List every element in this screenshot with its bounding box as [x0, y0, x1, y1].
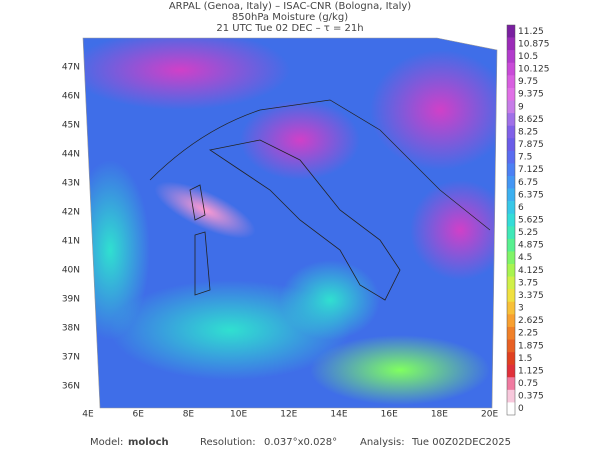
colorbar-swatch — [507, 352, 515, 365]
colorbar-label: 10.5 — [518, 52, 538, 62]
footer-label: Analysis: — [360, 437, 405, 448]
lat-label: 39N — [62, 295, 80, 305]
map-border — [82, 37, 498, 409]
colorbar-swatch — [507, 389, 515, 403]
lat-label: 36N — [62, 382, 80, 392]
colorbar-border — [506, 24, 516, 416]
colorbar-label: 5.625 — [518, 216, 544, 226]
colorbar-swatch — [507, 326, 515, 340]
colorbar-swatch — [507, 87, 515, 101]
colorbar-label: 0.375 — [518, 392, 544, 402]
colorbar-label: 6.75 — [518, 178, 538, 188]
colorbar-swatch — [507, 213, 515, 227]
colorbar-swatch — [507, 364, 515, 378]
colorbar-label: 2.25 — [518, 329, 538, 339]
colorbar-label: 8.25 — [518, 127, 538, 137]
colorbar-label: 3.75 — [518, 278, 538, 288]
footer-value: Tue 00Z02DEC2025 — [411, 437, 511, 448]
colorbar-swatch — [507, 289, 515, 303]
lat-label: 38N — [62, 324, 80, 334]
lon-label: 14E — [330, 410, 347, 420]
footer-value: 0.037°x0.028° — [264, 437, 337, 448]
lon-label: 20E — [481, 410, 498, 420]
colorbar-label: 0 — [518, 404, 524, 414]
colorbar-label: 3.375 — [518, 291, 544, 301]
colorbar-label: 7.125 — [518, 165, 544, 175]
colorbar-label: 10.875 — [518, 39, 550, 49]
colorbar-swatch — [507, 402, 515, 416]
colorbar-swatch — [507, 226, 515, 240]
colorbar-swatch — [507, 100, 515, 114]
lon-label: 18E — [431, 410, 448, 420]
colorbar-label: 7.875 — [518, 140, 544, 150]
colorbar-swatch — [507, 138, 515, 152]
colorbar-swatch — [507, 264, 515, 277]
colorbar-swatch — [507, 339, 515, 353]
colorbar-label: 2.625 — [518, 316, 544, 326]
colorbar-swatch — [507, 37, 515, 51]
header-line: ARPAL (Genoa, Italy) – ISAC-CNR (Bologna… — [169, 1, 411, 12]
colorbar-label: 9.375 — [518, 90, 544, 100]
lon-label: 16E — [381, 410, 398, 420]
colorbar-swatch — [507, 125, 515, 139]
colorbar-swatch — [507, 276, 515, 290]
lat-label: 37N — [62, 353, 80, 363]
lat-label: 45N — [62, 121, 80, 131]
colorbar-swatch — [507, 50, 515, 64]
colorbar-label: 4.875 — [518, 241, 544, 251]
lon-label: 4E — [82, 410, 94, 420]
colorbar-label: 8.625 — [518, 115, 544, 125]
colorbar-label: 5.25 — [518, 228, 538, 238]
footer-label: Model: — [90, 437, 123, 448]
lat-label: 40N — [62, 266, 80, 276]
header-line: 21 UTC Tue 02 DEC – τ = 21h — [216, 23, 363, 34]
colorbar-label: 4.5 — [518, 253, 532, 263]
colorbar-swatch — [507, 201, 515, 215]
colorbar-label: 1.875 — [518, 341, 544, 351]
colorbar-swatch — [507, 62, 515, 76]
colorbar-swatch — [507, 163, 515, 177]
colorbar-swatch — [507, 238, 515, 252]
header-line: 850hPa Moisture (g/kg) — [232, 12, 348, 23]
lon-label: 8E — [183, 410, 195, 420]
footer-label: Resolution: — [200, 437, 256, 448]
labels: 47N 46N 45N 44N 43N 42N 41N 40N 39N 38N 37N 36N 4E 6E… — [62, 24, 550, 420]
colorbar-swatch — [507, 25, 515, 38]
colorbar-swatch — [507, 175, 515, 189]
colorbar-label: 1.125 — [518, 366, 544, 376]
colorbar-label: 3 — [518, 304, 524, 314]
colorbar-swatch — [507, 113, 515, 126]
colorbar-label: 9 — [518, 102, 524, 112]
colorbar-swatch — [507, 251, 515, 265]
colorbar-label: 4.125 — [518, 266, 544, 276]
colorbar-label: 6.375 — [518, 190, 544, 200]
colorbar-swatch — [507, 314, 515, 328]
lon-label: 6E — [132, 410, 144, 420]
colorbar-label: 1.5 — [518, 354, 532, 364]
colorbar-swatch — [507, 377, 515, 391]
lat-label: 42N — [62, 208, 80, 218]
lat-label: 44N — [62, 150, 80, 160]
colorbar-label: 7.5 — [518, 153, 532, 163]
colorbar-swatch — [507, 301, 515, 315]
lat-label: 46N — [62, 92, 80, 102]
colorbar-label: 6 — [518, 203, 524, 213]
colorbar-label: 10.125 — [518, 65, 550, 75]
colorbar-label: 11.25 — [518, 27, 544, 37]
colorbar-swatch — [507, 150, 515, 164]
colorbar-swatch — [507, 188, 515, 202]
colorbar-label: 9.75 — [518, 77, 538, 87]
colorbar-swatch — [507, 75, 515, 89]
lon-label: 10E — [230, 410, 247, 420]
lat-label: 41N — [62, 237, 80, 247]
lon-label: 12E — [280, 410, 297, 420]
lat-label: 47N — [62, 63, 80, 73]
lat-label: 43N — [62, 179, 80, 189]
colorbar-label: 0.75 — [518, 379, 538, 389]
footer-value: moloch — [128, 437, 169, 448]
moisture-field — [83, 38, 497, 408]
